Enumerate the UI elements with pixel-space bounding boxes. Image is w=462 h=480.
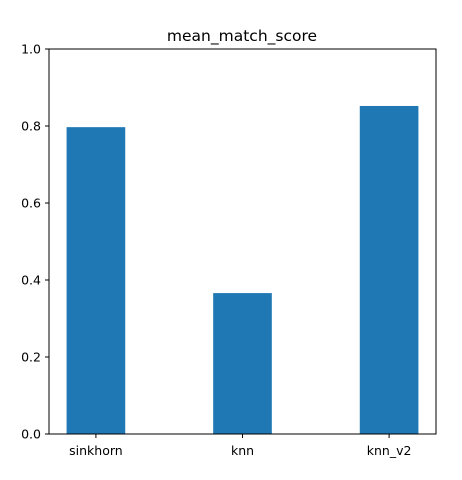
x-axis: sinkhorn knn knn_v2 — [69, 434, 411, 458]
bar-knn-v2 — [359, 105, 419, 434]
x-tick-label: knn_v2 — [367, 443, 412, 458]
y-tick-label: 0.4 — [21, 273, 41, 288]
x-tick-label: sinkhorn — [69, 443, 123, 458]
x-tick-label: knn — [231, 443, 254, 458]
y-axis: 0.0 0.2 0.4 0.6 0.8 1.0 — [21, 42, 49, 442]
y-tick-label: 0.0 — [21, 427, 41, 442]
y-tick-label: 0.8 — [21, 119, 41, 134]
bar-knn — [213, 293, 272, 434]
y-tick-label: 0.2 — [21, 350, 41, 365]
bar-sinkhorn — [66, 127, 126, 434]
chart-title: mean_match_score — [167, 27, 317, 46]
y-tick-label: 0.6 — [21, 196, 41, 211]
y-tick-label: 1.0 — [21, 42, 41, 57]
bars-layer — [66, 105, 419, 434]
